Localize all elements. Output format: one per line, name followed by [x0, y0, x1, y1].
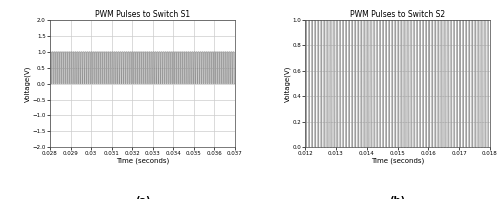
Y-axis label: Voltage(V): Voltage(V) — [24, 65, 31, 102]
Y-axis label: Voltage(V): Voltage(V) — [284, 65, 291, 102]
Title: PWM Pulses to Switch S1: PWM Pulses to Switch S1 — [95, 10, 190, 19]
Text: (b): (b) — [390, 196, 406, 199]
X-axis label: Time (seconds): Time (seconds) — [371, 158, 424, 164]
Text: (a): (a) — [134, 196, 150, 199]
X-axis label: Time (seconds): Time (seconds) — [116, 158, 169, 164]
Title: PWM Pulses to Switch S2: PWM Pulses to Switch S2 — [350, 10, 445, 19]
